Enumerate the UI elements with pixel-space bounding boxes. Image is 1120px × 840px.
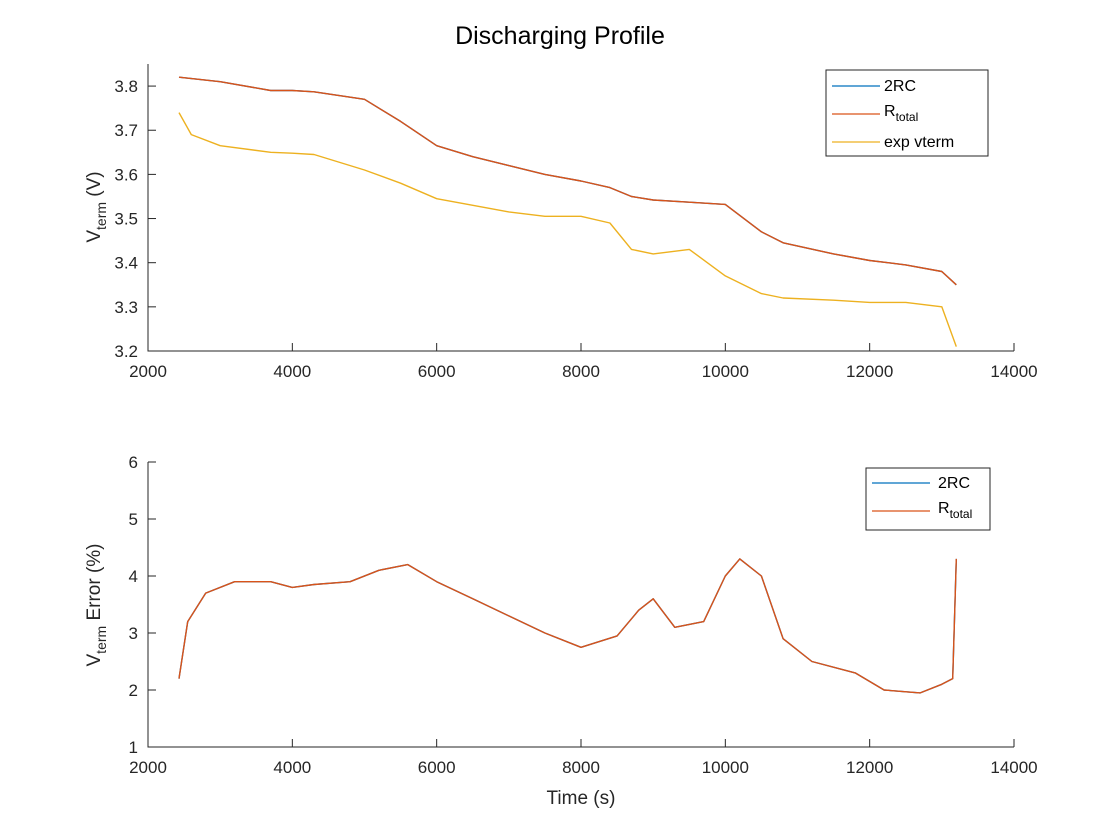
voltage-y-tick-label: 3.4: [114, 254, 138, 273]
voltage-x-tick-label: 2000: [129, 362, 167, 381]
error-plot: 2000 4000 6000 8000 10000 12000 14000 1 2 3 4 5 6 Vt…: [84, 453, 1038, 809]
error-x-tick-label: 14000: [990, 758, 1037, 777]
voltage-y-tick-label: 3.7: [114, 121, 138, 140]
voltage-x-tick-label: 10000: [702, 362, 749, 381]
voltage-y-tick-label: 3.2: [114, 342, 138, 361]
error-x-tick-label: 8000: [562, 758, 600, 777]
error-y-tick-label: 1: [129, 738, 138, 757]
legend-label-2rc: 2RC: [884, 78, 916, 95]
voltage-y-label-base: V: [84, 230, 105, 243]
legend-label-rtotal-subscript: total: [896, 110, 919, 124]
error-ticks-group: 2000 4000 6000 8000 10000 12000 14000 1 2 3 4 5 6: [129, 453, 1038, 777]
error-y-tick-label: 6: [129, 453, 138, 472]
error-x-axis-label: Time (s): [547, 788, 616, 809]
chart-title: Discharging Profile: [455, 22, 665, 50]
voltage-x-tick-label: 8000: [562, 362, 600, 381]
error-y-tick-label: 5: [129, 510, 138, 529]
error-legend: 2RC Rtotal: [865, 467, 991, 531]
error-legend-label-rtotal: R: [938, 500, 950, 517]
error-x-tick-label: 4000: [273, 758, 311, 777]
svg-text:Rtotal: Rtotal: [938, 500, 972, 521]
voltage-x-tick-label: 4000: [273, 362, 311, 381]
error-y-axis-label: Vterm Error (%): [84, 543, 109, 666]
error-y-tick-label: 3: [129, 624, 138, 643]
error-series-line-rtotal: [178, 558, 957, 694]
error-legend-label-2rc: 2RC: [938, 475, 970, 492]
voltage-x-tick-label: 6000: [418, 362, 456, 381]
legend-label-rtotal: R: [884, 103, 896, 120]
voltage-y-tick-label: 3.8: [114, 77, 138, 96]
error-legend-label-rtotal-subscript: total: [950, 507, 973, 521]
voltage-y-tick-label: 3.5: [114, 210, 138, 229]
voltage-series-line-exp-vterm: [178, 112, 957, 347]
error-y-label-base: V: [84, 654, 105, 667]
voltage-y-label-subscript: term: [93, 202, 109, 230]
error-axes-lines: [147, 462, 1014, 748]
error-x-tick-label: 10000: [702, 758, 749, 777]
error-x-tick-label: 6000: [418, 758, 456, 777]
error-legend-box: [865, 467, 991, 531]
voltage-y-tick-label: 3.3: [114, 298, 138, 317]
svg-text:Rtotal: Rtotal: [884, 103, 918, 124]
voltage-y-axis-label: Vterm (V): [84, 171, 109, 242]
error-series-group: [178, 558, 957, 694]
voltage-legend: 2RC Rtotal exp vterm: [825, 69, 989, 157]
error-y-label-unit: Error (%): [84, 543, 105, 625]
error-x-tick-label: 12000: [846, 758, 893, 777]
error-y-label-subscript: term: [93, 626, 109, 654]
voltage-ticks-group: 2000 4000 6000 8000 10000 12000 14000 3.2 3.3 3.4…: [114, 77, 1037, 381]
voltage-series-group: [178, 76, 957, 347]
voltage-x-tick-label: 12000: [846, 362, 893, 381]
legend-label-exp-vterm: exp vterm: [884, 134, 954, 151]
error-x-tick-label: 2000: [129, 758, 167, 777]
voltage-y-tick-label: 3.6: [114, 165, 138, 184]
error-y-tick-label: 2: [129, 681, 138, 700]
voltage-y-label-unit: (V): [84, 171, 105, 202]
voltage-axes-lines: [147, 64, 1014, 352]
voltage-x-tick-label: 14000: [990, 362, 1037, 381]
voltage-series-line-rtotal: [178, 76, 957, 286]
voltage-plot: 2000 4000 6000 8000 10000 12000 14000 3.2 3.3 3.4…: [84, 64, 1038, 381]
error-y-tick-label: 4: [129, 567, 138, 586]
